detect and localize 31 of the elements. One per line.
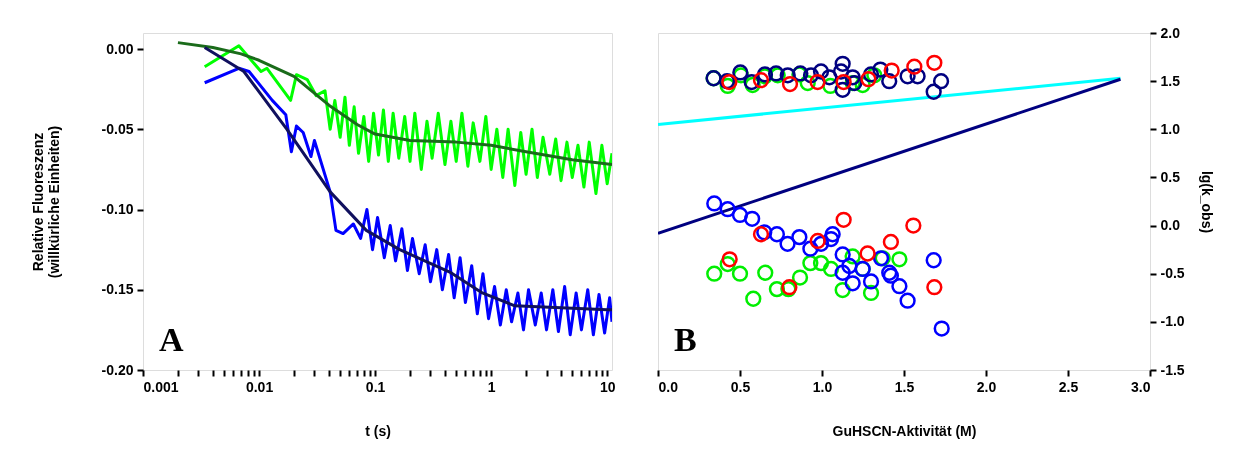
x-tick-label: 0.01 — [245, 378, 274, 395]
y2-axis-title: lg(k_obs) — [1198, 170, 1215, 234]
x-tick-label: 10 — [599, 378, 616, 395]
x-tick-label: 2.0 — [976, 378, 997, 395]
x-tick-label: 2.5 — [1058, 378, 1079, 395]
x-tick-label: 3.0 — [1131, 378, 1151, 395]
y2-tick-label: 2.0 — [1160, 24, 1181, 41]
x-tick-label: 0.5 — [730, 378, 751, 395]
annotation: B — [674, 321, 697, 358]
y2-tick-label: 1.0 — [1160, 120, 1181, 137]
y-tick-label: -0.10 — [101, 201, 134, 218]
x-tick-label: 1 — [487, 378, 496, 395]
y2-tick-label: -1.0 — [1160, 313, 1185, 330]
annotation: A — [159, 321, 184, 358]
y2-tick-label: -1.5 — [1160, 361, 1185, 378]
y-tick-label: -0.15 — [101, 281, 134, 298]
x-axis-title: GuHSCN-Aktivität (M) — [832, 422, 977, 439]
x-tick-label: 1.0 — [812, 378, 833, 395]
x-tick-label: 0.001 — [143, 378, 179, 395]
y2-tick-label: 1.5 — [1160, 72, 1181, 89]
y2-tick-label: -0.5 — [1160, 265, 1185, 282]
x-tick-label: 0.0 — [658, 378, 679, 395]
x-tick-label: 1.5 — [894, 378, 915, 395]
x-tick-label: 0.1 — [365, 378, 386, 395]
y-axis-title: Relative Fluoreszenz (willkürliche Einheiten) — [29, 125, 62, 279]
y-tick-label: 0.00 — [106, 40, 134, 57]
y-tick-label: -0.20 — [101, 361, 134, 378]
x-axis-title: t (s) — [365, 422, 391, 439]
y2-tick-label: 0.5 — [1160, 168, 1181, 185]
y-tick-label: -0.05 — [101, 120, 134, 137]
y2-tick-label: 0.0 — [1160, 217, 1181, 234]
